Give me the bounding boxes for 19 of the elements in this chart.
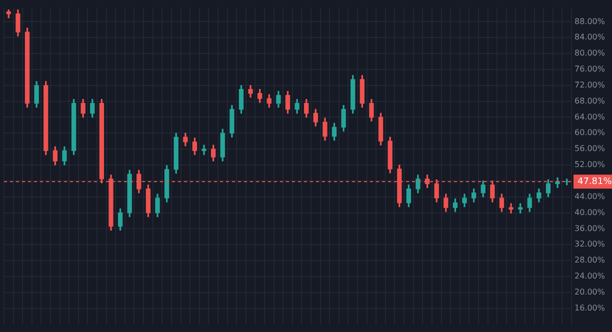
y-tick-label: 64.00% bbox=[574, 112, 606, 122]
y-tick-label: 60.00% bbox=[574, 128, 606, 138]
y-tick-label: 56.00% bbox=[574, 144, 606, 154]
y-tick-label: 40.00% bbox=[574, 208, 606, 217]
y-tick-label: 76.00% bbox=[574, 64, 606, 74]
y-tick-label: 44.00% bbox=[574, 192, 606, 201]
y-tick-label: 84.00% bbox=[574, 32, 606, 42]
y-tick-label: 36.00% bbox=[574, 224, 606, 233]
y-tick-label: 88.00% bbox=[574, 16, 606, 26]
y-tick-label: 20.00% bbox=[574, 287, 606, 296]
y-tick-label: 28.00% bbox=[574, 256, 606, 265]
y-tick-label: 72.00% bbox=[574, 80, 606, 90]
y-tick-label: 68.00% bbox=[574, 96, 606, 106]
y-tick-label: 52.00% bbox=[574, 160, 606, 170]
ref-line-label: 47.81% bbox=[577, 177, 612, 188]
y-tick-label: 24.00% bbox=[574, 272, 606, 281]
y-tick-label: 80.00% bbox=[574, 48, 606, 58]
y-tick-label: 16.00% bbox=[574, 303, 606, 312]
y-tick-label: 32.00% bbox=[574, 240, 606, 249]
